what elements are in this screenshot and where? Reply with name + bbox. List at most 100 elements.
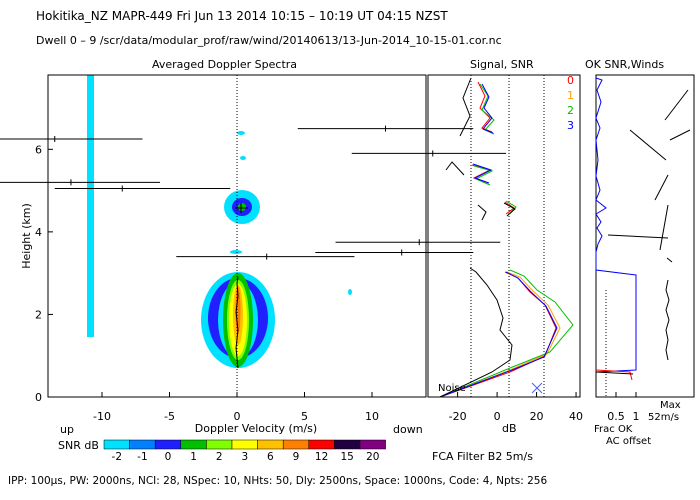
signal-series-1 [439, 271, 561, 398]
noise-marker [531, 382, 543, 394]
frac-ok-trace [595, 369, 633, 381]
signal-x-tick-label: 20 [530, 410, 544, 423]
colorbar-tick-label: 20 [366, 451, 379, 463]
colorbar-swatch [334, 439, 361, 450]
colorbar-swatch [282, 439, 310, 450]
series-legend: 0 1 2 3 [567, 74, 574, 132]
down-label: down [393, 423, 423, 436]
wind-vector [669, 129, 691, 141]
colorbar-swatch [206, 439, 233, 450]
signal-x-tick-label: 0 [494, 410, 501, 423]
heatmap-blob [237, 131, 245, 135]
signal-x-tick-label: -20 [449, 410, 467, 423]
mid-snr-trace [472, 163, 493, 184]
colorbar-swatch [129, 439, 156, 450]
signal-axis-ticks: -20 0 20 40 [449, 392, 583, 423]
doppler-panel-title: Averaged Doppler Spectra [152, 58, 298, 71]
colorbar-tick-label: 0 [165, 451, 172, 463]
winds-panel: Frac OK AC offset Max 52m/s [594, 74, 695, 447]
doppler-axes: -10 -5 0 5 10 0 2 4 6 [35, 143, 379, 423]
colorbar-tick-label: 3 [241, 451, 248, 463]
signal-series-2 [439, 269, 574, 398]
mid-snr-trace [477, 204, 487, 221]
colorbar-tick-label: 15 [341, 451, 354, 463]
colorbar-tick-label: -1 [137, 451, 147, 463]
fca-filter-label: FCA Filter B2 5m/s [432, 450, 533, 463]
wind-barbs [665, 279, 670, 361]
heatmap-blob [348, 289, 352, 295]
y-tick-label: 2 [35, 308, 42, 321]
winds-panel-frame [595, 74, 695, 398]
colorbar-swatch [154, 439, 182, 450]
upper-snr-trace [479, 83, 495, 135]
noise-label: Noise [438, 383, 466, 394]
colorbar-swatch [257, 439, 284, 450]
colorbar-tick-label: 2 [216, 451, 223, 463]
wind-vector [654, 174, 669, 201]
max-label: Max [660, 400, 681, 411]
upper-snr-trace [481, 83, 494, 134]
legend-entry: 3 [567, 119, 574, 132]
colorbar-swatch [359, 439, 386, 450]
frac-ok-label: Frac OK [594, 424, 633, 435]
height-axis-label: Height (km) [20, 203, 33, 269]
y-tick-label: 0 [35, 391, 42, 404]
wind-vector [607, 234, 669, 239]
up-label: up [60, 423, 74, 436]
ac-offset-label: AC offset [606, 436, 651, 447]
colorbar-swatch [231, 439, 258, 450]
instrument-params: IPP: 100μs, PW: 2000ns, NCI: 28, NSpec: … [8, 475, 548, 487]
x-tick-label: 0 [234, 410, 241, 423]
max-wind-value: 52m/s [648, 412, 679, 423]
colorbar-swatch [103, 439, 130, 450]
colorbar-tick-label: 1 [190, 451, 197, 463]
legend-entry: 0 [567, 74, 574, 87]
signal-series-3 [439, 271, 558, 398]
heatmap-blob [238, 203, 246, 211]
heatmap-blob [87, 75, 94, 337]
x-tick-label: 10 [365, 410, 379, 423]
mid-snr-trace [503, 202, 516, 217]
signal-snr-panel: Noise dB [427, 74, 581, 435]
heatmap-blob [240, 156, 246, 160]
winds-x-tick-label: 0.5 [607, 410, 625, 423]
doppler-axis-label: Doppler Velocity (m/s) [195, 422, 317, 435]
frac-ok-trace [595, 371, 634, 375]
plot-title: Hokitika_NZ MAPR-449 Fri Jun 13 2014 10:… [36, 9, 448, 23]
winds-x-tick-label: 1 [633, 410, 640, 423]
legend-entry: 2 [567, 104, 574, 117]
upper-snr-trace [459, 77, 472, 137]
x-tick-label: -10 [93, 410, 111, 423]
signal-x-tick-label: 40 [569, 410, 583, 423]
signal-panel-title: Signal, SNR [470, 58, 534, 71]
file-path: Dwell 0 – 9 /scr/data/modular_prof/raw/w… [36, 34, 502, 47]
signal-axis-label: dB [502, 422, 517, 435]
x-tick-label: -5 [164, 410, 175, 423]
colorbar-tick-label: 12 [315, 451, 328, 463]
colorbar-label: SNR dB [58, 439, 99, 452]
colorbar-tick-label: -2 [112, 451, 122, 463]
colorbar-tick-label: 9 [293, 451, 300, 463]
wind-vector [664, 89, 689, 121]
y-tick-label: 6 [35, 143, 42, 156]
winds-axis-ticks: 0.5 1 [607, 392, 640, 423]
x-tick-label: 5 [301, 410, 308, 423]
signal-panel-frame [427, 74, 581, 398]
winds-panel-title: OK SNR,Winds [585, 58, 665, 71]
signal-total-trace [439, 267, 513, 398]
mid-snr-trace [473, 165, 494, 186]
heatmap-blob [230, 250, 242, 254]
wind-vector [659, 204, 669, 251]
y-tick-label: 4 [35, 226, 42, 239]
spectra-heatmap [87, 75, 352, 369]
colorbar-swatch [308, 439, 335, 450]
wind-vector [629, 129, 667, 161]
legend-entry: 1 [567, 89, 574, 102]
frac-ok-trace [595, 77, 637, 373]
error-bars [0, 125, 506, 260]
colorbar-swatch [180, 439, 207, 450]
colorbar-tick-label: 6 [267, 451, 274, 463]
snr-colorbar: -2 -1 0 1 2 3 6 9 12 15 20 [103, 439, 386, 463]
wind-vector [666, 257, 673, 263]
